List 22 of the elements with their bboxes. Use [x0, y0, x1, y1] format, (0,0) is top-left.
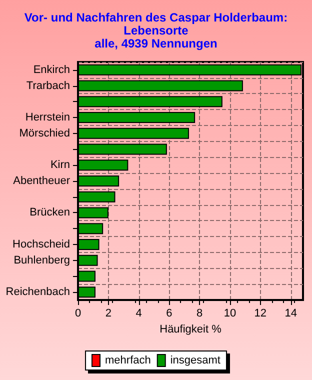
- legend-label: mehrfach: [105, 354, 151, 366]
- x-axis-title: Häufigkeit %: [160, 323, 222, 336]
- legend-label: insgesamt: [170, 354, 220, 366]
- y-tick-label: Enkirch: [33, 64, 70, 76]
- x-tick-label: 2: [105, 308, 112, 320]
- x-tick-label: 4: [136, 308, 142, 320]
- x-tick-label: 10: [224, 308, 236, 320]
- y-tick-label: Abentheuer: [13, 175, 70, 187]
- x-tick-label: 14: [284, 308, 297, 320]
- x-tick-label: 12: [254, 308, 267, 320]
- x-tick-label: 0: [74, 308, 82, 320]
- chart-title: Vor- und Nachfahren des Caspar Holderbaum: Lebensorte alle, 4939 Nennungen: [24, 10, 288, 50]
- y-tick-label: Brücken: [30, 206, 70, 219]
- y-tick-label: Kirn: [50, 159, 70, 172]
- y-tick-label: Herrstein: [25, 112, 70, 124]
- x-tick-label: 6: [166, 308, 172, 320]
- y-tick-label: Reichenbach: [6, 286, 70, 298]
- y-tick-label: Hochscheid: [12, 238, 70, 250]
- y-tick-label: Trarbach: [26, 80, 70, 92]
- y-tick-label: Buhlenberg: [14, 254, 70, 266]
- x-tick-label: 8: [196, 308, 203, 320]
- y-tick-label: Mörschied: [19, 127, 70, 140]
